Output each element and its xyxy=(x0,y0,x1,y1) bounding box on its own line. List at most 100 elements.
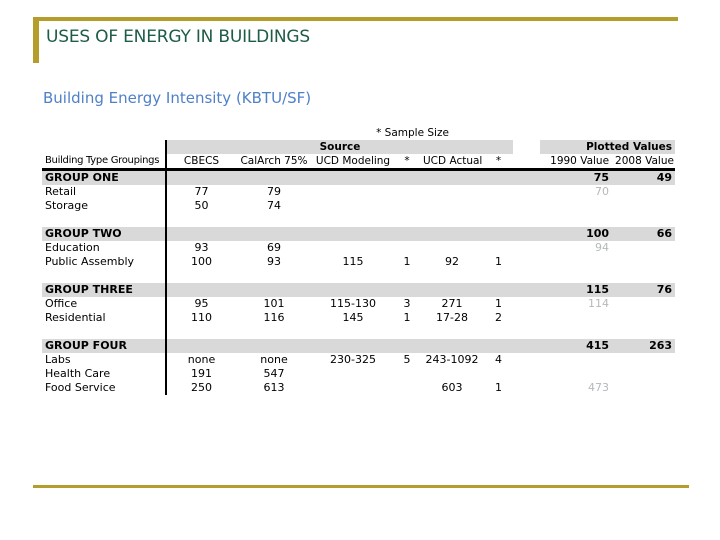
ucd-modeling-sample-size xyxy=(394,185,420,199)
spacer-cell xyxy=(420,325,484,339)
cbecs-value: 95 xyxy=(165,297,236,311)
ucd-modeling-sample-size: 1 xyxy=(403,255,411,268)
spacer-cell xyxy=(394,213,420,227)
ucd-modeling-value: 115 xyxy=(342,255,364,268)
ucd-modeling-sample-size xyxy=(394,381,420,395)
ucd-actual-sample-size xyxy=(484,199,513,213)
building-type-label: Retail xyxy=(45,185,77,198)
spacer-cell xyxy=(165,325,236,339)
building-type-label: Storage xyxy=(45,199,89,212)
building-type-label: Residential xyxy=(45,311,106,324)
group-cell xyxy=(394,169,420,185)
ucd-modeling-sample-size: 5 xyxy=(403,353,411,366)
value-1990 xyxy=(540,367,612,381)
building-type-label: Labs xyxy=(45,353,71,366)
ucd-actual-value: 271 xyxy=(441,297,463,310)
value-2008 xyxy=(612,199,675,213)
group-cell xyxy=(420,227,484,241)
ucd-modeling-sample-size xyxy=(394,367,420,381)
group-cell xyxy=(420,169,484,185)
sample-size-note: * Sample Size xyxy=(376,127,449,139)
table-body: GROUP ONE 75 49 Retail 77 79 70 Storage 50 74 GROU… xyxy=(42,169,676,395)
ucd-modeling-value xyxy=(312,199,394,213)
top-accent-rule xyxy=(33,17,678,21)
group-cell xyxy=(484,227,514,241)
section-header-row: Source Plotted Values xyxy=(42,140,676,154)
ucd-modeling-sample-size: 3 xyxy=(403,297,411,310)
ucd-actual-sample-size: 1 xyxy=(495,297,503,310)
building-type-label: Education xyxy=(45,241,100,254)
value-2008 xyxy=(612,311,675,325)
value-1990 xyxy=(540,353,612,367)
gap-cell xyxy=(513,381,540,395)
spacer-cell xyxy=(420,213,484,227)
spacer-cell xyxy=(540,325,612,339)
slide-subtitle: Building Energy Intensity (KBTU/SF) xyxy=(43,89,312,107)
group-cell xyxy=(165,283,236,297)
note-spacer xyxy=(513,126,675,140)
calarch-value: 74 xyxy=(267,199,281,212)
spacer-cell xyxy=(513,269,540,283)
gap-cell xyxy=(513,241,540,255)
data-row: Storage 50 74 xyxy=(42,199,675,213)
value-1990 xyxy=(540,199,612,213)
ucd-actual-value xyxy=(420,241,484,255)
slide-title: USES OF ENERGY IN BUILDINGS xyxy=(46,27,310,47)
ucd-modeling-sample-size: 1 xyxy=(403,311,411,324)
group-cell xyxy=(312,339,394,353)
column-header-row: Building Type Groupings CBECS CalArch 75… xyxy=(42,154,676,171)
spacer-cell xyxy=(513,213,540,227)
spacer-cell xyxy=(394,269,420,283)
data-row: Office 95 101 115-130 3 271 1 114 xyxy=(42,297,675,311)
table-head: * Sample Size Source Plotted Values Buil… xyxy=(42,126,676,171)
column-header-sample-size-asterisk: * xyxy=(394,154,420,171)
spacer-cell xyxy=(484,325,513,339)
cbecs-value: 250 xyxy=(165,381,236,395)
gap-cell xyxy=(513,353,540,367)
group-2008-value: 263 xyxy=(612,339,676,353)
group-cell xyxy=(484,169,514,185)
column-header-building-type-groupings: Building Type Groupings xyxy=(42,154,166,171)
group-header-row: GROUP FOUR 415 263 xyxy=(42,339,676,353)
value-2008 xyxy=(612,255,675,269)
ucd-modeling-sample-size xyxy=(394,241,420,255)
ucd-actual-sample-size: 4 xyxy=(495,353,503,366)
spacer-cell xyxy=(312,325,394,339)
spacer-cell xyxy=(484,213,513,227)
ucd-actual-sample-size: 2 xyxy=(495,311,503,324)
spacer-cell xyxy=(42,325,166,339)
group-2008-value: 76 xyxy=(612,283,676,297)
gap-cell xyxy=(513,367,540,381)
building-type-label: Food Service xyxy=(45,381,116,394)
group-1990-value: 100 xyxy=(540,227,613,241)
cbecs-value: 110 xyxy=(165,311,236,325)
value-2008 xyxy=(612,367,675,381)
spacer-cell xyxy=(612,269,675,283)
spacer-cell xyxy=(312,269,394,283)
value-1990: 94 xyxy=(595,241,610,254)
column-header-calarch-75: CalArch 75% xyxy=(236,154,312,171)
cbecs-value: 77 xyxy=(165,185,236,199)
spacer-cell xyxy=(420,269,484,283)
cbecs-value: none xyxy=(165,353,236,367)
spacer-cell xyxy=(612,213,675,227)
ucd-actual-value: 17-28 xyxy=(436,311,468,324)
group-cell xyxy=(513,339,541,353)
group-cell xyxy=(513,227,541,241)
spacer-cell xyxy=(312,213,394,227)
value-1990: 114 xyxy=(588,297,610,310)
ucd-modeling-value xyxy=(312,367,394,381)
spacer-cell xyxy=(236,269,312,283)
group-cell xyxy=(236,283,312,297)
calarch-value: 79 xyxy=(267,185,281,198)
source-section-header: Source xyxy=(164,140,514,154)
group-header-row: GROUP THREE 115 76 xyxy=(42,283,676,297)
spacer-cell xyxy=(236,213,312,227)
group-1990-value: 415 xyxy=(540,339,613,353)
data-row: Retail 77 79 70 xyxy=(42,185,675,199)
column-gap xyxy=(513,140,540,154)
ucd-modeling-value: 115-130 xyxy=(330,297,376,310)
ucd-modeling-value: 145 xyxy=(342,311,364,324)
group-name: GROUP ONE xyxy=(42,169,166,185)
